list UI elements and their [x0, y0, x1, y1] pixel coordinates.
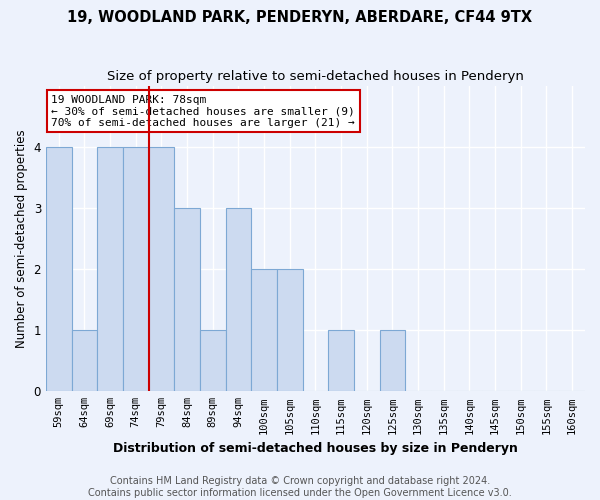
Text: 19 WOODLAND PARK: 78sqm
← 30% of semi-detached houses are smaller (9)
70% of sem: 19 WOODLAND PARK: 78sqm ← 30% of semi-de… [52, 94, 355, 128]
Bar [277, 269, 302, 392]
Bar [200, 330, 226, 392]
Bar [226, 208, 251, 392]
Y-axis label: Number of semi-detached properties: Number of semi-detached properties [15, 129, 28, 348]
Bar [71, 330, 97, 392]
Bar [123, 146, 149, 392]
Bar [380, 330, 406, 392]
Bar [174, 208, 200, 392]
Bar [97, 146, 123, 392]
X-axis label: Distribution of semi-detached houses by size in Penderyn: Distribution of semi-detached houses by … [113, 442, 518, 455]
Text: 19, WOODLAND PARK, PENDERYN, ABERDARE, CF44 9TX: 19, WOODLAND PARK, PENDERYN, ABERDARE, C… [67, 10, 533, 25]
Bar [328, 330, 354, 392]
Bar [149, 146, 174, 392]
Bar [251, 269, 277, 392]
Title: Size of property relative to semi-detached houses in Penderyn: Size of property relative to semi-detach… [107, 70, 524, 83]
Bar [46, 146, 71, 392]
Text: Contains HM Land Registry data © Crown copyright and database right 2024.
Contai: Contains HM Land Registry data © Crown c… [88, 476, 512, 498]
